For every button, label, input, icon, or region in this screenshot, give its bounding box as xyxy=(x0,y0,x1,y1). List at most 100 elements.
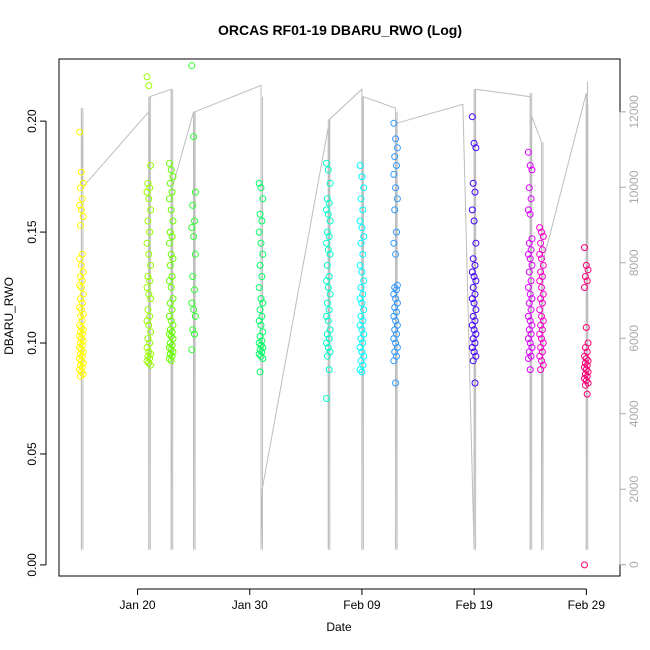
data-point xyxy=(78,195,86,203)
data-point xyxy=(323,261,331,269)
data-point xyxy=(167,346,175,354)
data-point xyxy=(393,195,401,203)
data-point xyxy=(323,239,330,247)
data-point xyxy=(165,195,173,203)
data-point xyxy=(583,390,591,398)
data-point xyxy=(582,261,590,269)
data-point xyxy=(469,255,477,263)
data-point xyxy=(471,261,479,269)
data-point xyxy=(526,366,534,374)
data-point xyxy=(167,357,175,365)
data-point xyxy=(165,312,173,320)
data-point xyxy=(77,361,84,369)
data-point xyxy=(323,330,331,338)
data-point xyxy=(323,339,330,347)
data-point xyxy=(392,379,400,387)
data-point xyxy=(77,335,85,343)
data-point xyxy=(536,277,544,285)
data-point xyxy=(76,255,84,263)
data-point xyxy=(390,357,398,365)
data-point xyxy=(359,206,367,214)
data-point xyxy=(538,255,545,263)
data-point xyxy=(527,195,535,203)
data-point xyxy=(524,250,532,258)
x-axis-label: Date xyxy=(326,620,352,634)
data-point xyxy=(538,357,545,365)
data-point xyxy=(255,317,263,325)
data-point xyxy=(256,368,264,376)
axes-layer: Jan 20 Jan 30 Feb 09 Feb 19 Feb 29 0.00 0.05 0.… xyxy=(25,95,641,612)
data-point xyxy=(77,184,84,192)
data-point xyxy=(323,299,331,307)
data-point xyxy=(323,352,331,360)
data-point xyxy=(471,188,479,196)
data-point xyxy=(469,179,477,187)
y2-tick-label: 6000 xyxy=(627,325,641,352)
data-point xyxy=(324,210,332,218)
data-point xyxy=(144,352,152,360)
data-point xyxy=(77,306,85,314)
data-point xyxy=(145,321,153,329)
data-point xyxy=(390,290,398,298)
y2-tick-label: 10000 xyxy=(627,170,641,204)
data-point xyxy=(165,277,173,285)
data-point xyxy=(358,348,366,356)
data-point xyxy=(169,255,177,263)
data-point xyxy=(325,366,333,374)
data-point xyxy=(165,239,173,247)
data-point xyxy=(144,335,152,343)
data-point xyxy=(144,273,152,280)
data-point xyxy=(256,346,264,354)
data-point xyxy=(256,261,264,269)
data-point xyxy=(145,195,153,203)
y-axis-label: DBARU_RWO xyxy=(2,277,16,355)
data-point xyxy=(167,166,175,174)
data-point xyxy=(166,350,174,358)
data-point xyxy=(323,228,331,236)
data-point xyxy=(77,273,84,280)
data-point xyxy=(165,159,173,167)
data-point xyxy=(526,339,534,347)
data-point xyxy=(257,239,265,247)
data-point xyxy=(323,312,330,320)
data-point xyxy=(76,366,84,374)
data-point xyxy=(468,268,476,276)
y2-tick-label: 12000 xyxy=(627,95,641,129)
y2-tick-label: 2000 xyxy=(627,476,641,503)
data-point xyxy=(166,179,174,187)
data-point xyxy=(525,326,533,334)
data-point xyxy=(259,250,267,258)
data-point xyxy=(191,217,198,225)
data-point xyxy=(536,250,544,258)
data-point xyxy=(325,199,333,207)
x-tick-label: Feb 29 xyxy=(568,598,606,612)
data-point xyxy=(167,250,175,258)
plot-area-box xyxy=(58,58,621,577)
data-point xyxy=(143,284,151,291)
data-point xyxy=(168,306,176,314)
data-point xyxy=(145,348,153,356)
data-point xyxy=(167,206,175,214)
data-point xyxy=(77,295,84,303)
data-point xyxy=(169,173,177,181)
data-point xyxy=(255,179,263,187)
data-point xyxy=(147,328,155,336)
data-point xyxy=(326,179,334,187)
data-point xyxy=(468,206,476,214)
data-point xyxy=(536,330,544,338)
data-point xyxy=(390,170,398,178)
data-point xyxy=(144,306,152,314)
data-point xyxy=(391,326,399,334)
data-point xyxy=(391,284,399,291)
data-point xyxy=(537,321,545,329)
data-point xyxy=(524,335,532,343)
data-point xyxy=(166,326,174,334)
data-point xyxy=(165,330,173,338)
data-point xyxy=(145,359,153,367)
data-point xyxy=(167,317,175,325)
data-point xyxy=(323,159,330,167)
data-point xyxy=(146,228,154,236)
data-point xyxy=(359,250,367,258)
data-point xyxy=(581,244,588,252)
data-point xyxy=(524,284,532,291)
